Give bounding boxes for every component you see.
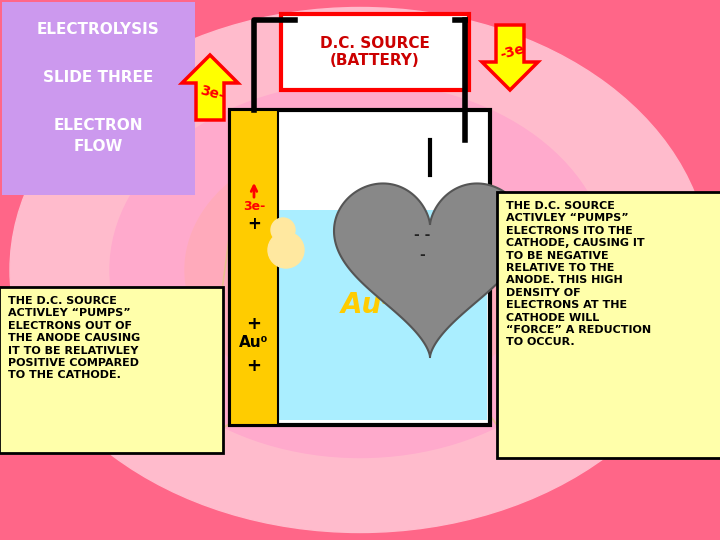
Polygon shape (334, 184, 526, 357)
Ellipse shape (10, 8, 710, 532)
FancyBboxPatch shape (230, 110, 490, 425)
Text: THE D.C. SOURCE
ACTIVLEY “PUMPS”
ELECTRONS OUT OF
THE ANODE CAUSING
IT TO BE REL: THE D.C. SOURCE ACTIVLEY “PUMPS” ELECTRO… (8, 296, 140, 380)
Text: ELECTRON
FLOW: ELECTRON FLOW (53, 118, 143, 154)
Ellipse shape (110, 83, 610, 457)
Text: D.C. SOURCE
(BATTERY): D.C. SOURCE (BATTERY) (320, 36, 430, 68)
FancyBboxPatch shape (233, 210, 487, 420)
Text: THE D.C. SOURCE
ACTIVLEY “PUMPS”
ELECTRONS ITO THE
CATHODE, CAUSING IT
TO BE NEG: THE D.C. SOURCE ACTIVLEY “PUMPS” ELECTRO… (506, 201, 651, 347)
Text: +: + (246, 357, 261, 375)
Text: Au⁰: Au⁰ (239, 335, 269, 350)
Ellipse shape (185, 139, 535, 401)
FancyBboxPatch shape (230, 110, 278, 425)
Text: 3e-: 3e- (198, 83, 226, 103)
Polygon shape (482, 25, 538, 90)
Text: ELECTROLYSIS: ELECTROLYSIS (37, 22, 159, 37)
Text: - -: - - (414, 228, 430, 242)
Text: -: - (419, 248, 425, 262)
FancyBboxPatch shape (281, 14, 469, 90)
Text: -3e: -3e (498, 42, 526, 62)
Circle shape (268, 232, 304, 268)
Text: +: + (246, 315, 261, 333)
Text: Au³⁺: Au³⁺ (341, 291, 409, 319)
FancyBboxPatch shape (0, 287, 223, 453)
FancyBboxPatch shape (497, 192, 720, 458)
FancyBboxPatch shape (2, 2, 195, 195)
Text: 3e-: 3e- (243, 200, 265, 213)
Polygon shape (182, 55, 238, 120)
Text: +: + (247, 215, 261, 233)
Circle shape (271, 218, 295, 242)
Text: SLIDE THREE: SLIDE THREE (43, 70, 153, 85)
